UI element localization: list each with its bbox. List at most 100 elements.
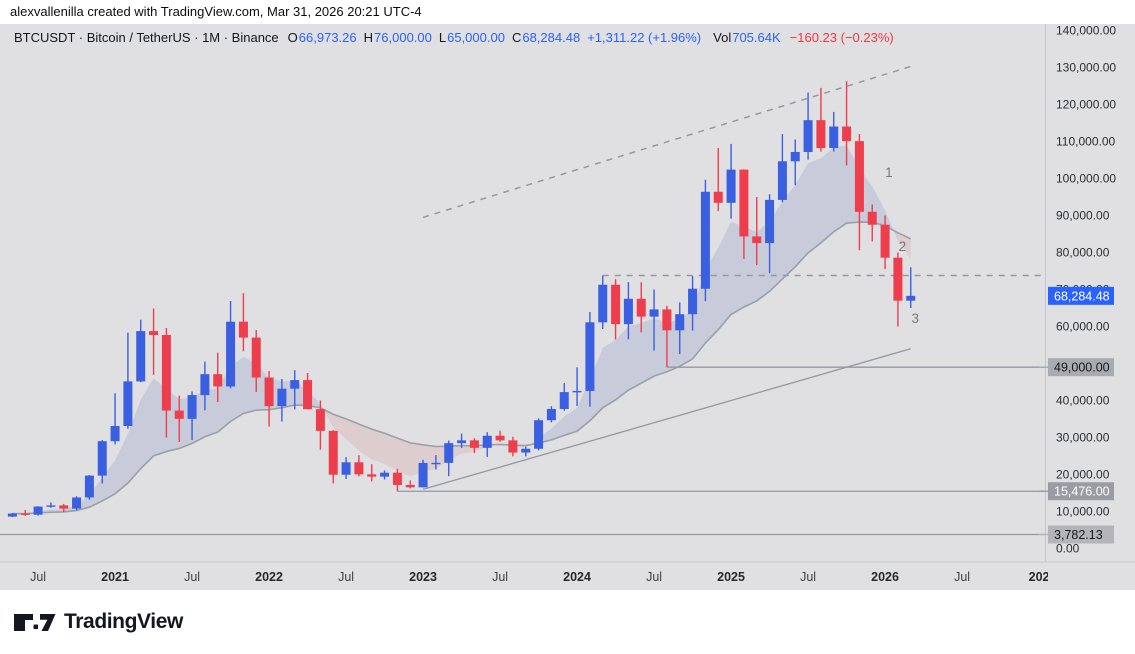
time-tick-Jul-74: Jul: [954, 570, 970, 584]
candle-body-2024-08: [662, 309, 672, 331]
symbol-bar-segment-10: Vol: [713, 30, 732, 45]
candle-body-2022-03: [290, 380, 300, 389]
candle-body-2024-01: [572, 390, 582, 393]
price-tick-20000: 20,000.00: [1056, 468, 1110, 482]
candle-body-2025-12: [867, 211, 877, 225]
candle-body-2026-02: [893, 257, 903, 301]
wave-label-3: 3: [911, 311, 919, 326]
symbol-bar-segment-5: L: [438, 30, 447, 45]
candles: [7, 81, 916, 517]
candle-body-2022-02: [277, 388, 287, 407]
candle-body-2021-01: [110, 425, 120, 442]
candle-body-2023-03: [444, 443, 454, 463]
price-tag-bg: [1048, 525, 1114, 544]
candle-body-2020-09: [59, 505, 69, 509]
candle-body-2026-01: [880, 224, 890, 258]
candle-body-2025-11: [854, 141, 864, 212]
candle-body-2021-11: [238, 321, 248, 338]
time-axis[interactable]: Jul 2021 Jul 2022 Jul 2023 Jul 2024 Jul 2025 Jul 20…: [30, 570, 1049, 584]
tradingview-logo-text: TradingView: [64, 610, 183, 633]
candle-body-2022-07: [341, 462, 351, 475]
candle-body-2021-04: [149, 331, 159, 336]
candle-body-2021-09: [213, 374, 223, 387]
candle-body-2025-10: [842, 126, 852, 142]
time-tick-2025-56: 2025: [717, 570, 745, 584]
candle-body-2021-05: [161, 335, 171, 411]
ma-cloud: [12, 145, 911, 514]
price-axis[interactable]: 0.00 10,000.00 20,000.00 30,000.00 40,000.00…: [1039, 24, 1116, 556]
time-tick-2024-44: 2024: [563, 570, 591, 584]
time-tick-Jul-38: Jul: [492, 570, 508, 584]
price-tick-90000: 90,000.00: [1056, 209, 1110, 223]
time-tick-2026-68: 2026: [871, 570, 899, 584]
candle-body-2024-07: [649, 309, 659, 317]
symbol-bar-segment-0: BTCUSDT · Bitcoin / TetherUS · 1M · Bina…: [14, 30, 279, 45]
candle-body-2025-06: [790, 151, 800, 162]
time-tick-2023-32: 2023: [409, 570, 437, 584]
candle-body-2021-08: [200, 374, 210, 396]
candle-body-2023-08: [508, 440, 518, 453]
tradingview-logo[interactable]: TradingView: [14, 610, 183, 634]
time-tick-202-80: 202: [1029, 570, 1050, 584]
candle-body-2021-07: [187, 395, 197, 419]
symbol-bar-segment-3: H: [363, 30, 374, 45]
candle-body-2024-12: [713, 191, 723, 203]
candle-body-2024-03: [598, 284, 608, 323]
candle-body-2024-09: [675, 314, 685, 331]
footer: TradingView: [0, 590, 1135, 654]
price-tick-110000: 110,000.00: [1056, 135, 1115, 149]
drawings: [0, 64, 1045, 536]
candle-body-2025-02: [739, 169, 749, 237]
candle-body-2022-08: [354, 462, 364, 475]
candle-body-2023-06: [482, 435, 492, 448]
time-tick-2022-20: 2022: [255, 570, 283, 584]
candle-body-2022-04: [303, 380, 313, 410]
candle-body-2023-12: [559, 392, 569, 409]
price-tag-15,476.00: 15,476.00: [1054, 485, 1110, 499]
wave-label-2: 2: [899, 239, 907, 254]
symbol-bar-segment-6: 65,000.00: [447, 30, 505, 45]
tradingview-logo-icon: [14, 614, 56, 631]
symbol-bar-segment-1: O: [287, 30, 298, 45]
candle-body-2025-09: [829, 126, 839, 149]
channel-top-trendline[interactable]: [422, 64, 914, 219]
time-tick-Jul-50: Jul: [646, 570, 662, 584]
chart-canvas[interactable]: BTCUSDT · Bitcoin / TetherUS · 1M · Bina…: [0, 24, 1135, 590]
candle-body-2020-12: [97, 441, 107, 476]
candle-body-2025-04: [765, 199, 775, 244]
price-tag-68,284.48: 68,284.48: [1054, 289, 1110, 303]
time-tick-Jul-26: Jul: [338, 570, 354, 584]
price-tag-bg: [1048, 482, 1114, 501]
price-tick-100000: 100,000.00: [1056, 172, 1116, 186]
price-tag-3,782.13: 3,782.13: [1054, 528, 1103, 542]
candle-body-2023-07: [495, 435, 505, 441]
candle-body-2020-11: [84, 475, 94, 498]
candle-body-2021-06: [174, 410, 184, 419]
candle-body-2022-10: [380, 472, 390, 477]
price-tick-40000: 40,000.00: [1056, 394, 1110, 408]
support-trendline[interactable]: [422, 348, 911, 490]
price-chart[interactable]: 1 2 3 0.00 10,000.00 20,000.00 30,000.00 40,000…: [0, 24, 1135, 590]
candle-body-2021-12: [251, 337, 261, 378]
price-tick-30000: 30,000.00: [1056, 431, 1110, 445]
candle-body-2020-07: [33, 506, 43, 515]
candle-body-2022-06: [328, 430, 338, 475]
candle-body-2024-05: [623, 298, 633, 325]
candle-body-2022-11: [392, 472, 402, 485]
price-tick-130000: 130,000.00: [1056, 61, 1116, 75]
candle-body-2024-11: [700, 191, 710, 289]
candle-body-2021-10: [226, 321, 236, 387]
price-tag-bg: [1048, 358, 1114, 377]
price-tick-10000: 10,000.00: [1056, 505, 1110, 519]
symbol-bar-segment-9: +1,311.22 (+1.96%): [587, 30, 702, 45]
candle-body-2023-02: [431, 462, 441, 465]
candle-body-2020-06: [20, 513, 30, 515]
candle-body-2025-07: [803, 120, 813, 152]
candle-body-2023-10: [534, 420, 544, 449]
candle-body-2023-11: [546, 408, 556, 421]
candle-body-2020-10: [72, 497, 82, 509]
candle-body-2021-03: [136, 331, 146, 382]
price-tag-bg: [1048, 286, 1114, 305]
candle-body-2023-04: [457, 440, 467, 444]
time-tick-Jul-2: Jul: [30, 570, 46, 584]
